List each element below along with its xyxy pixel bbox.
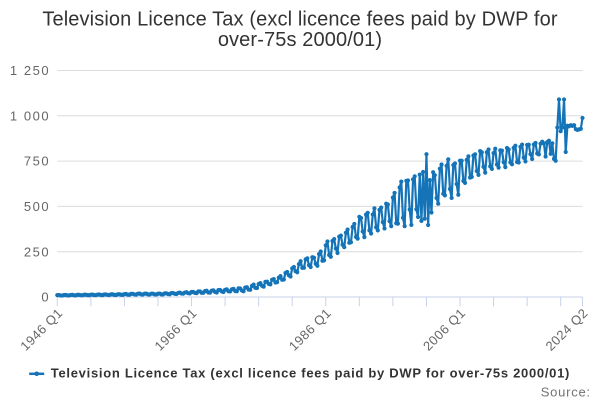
svg-text:500: 500 [24, 199, 50, 214]
svg-text:over-75s 2000/01): over-75s 2000/01) [218, 29, 382, 51]
svg-text:Television Licence Tax (excl l: Television Licence Tax (excl licence fee… [42, 9, 557, 31]
svg-text:1 250: 1 250 [10, 63, 50, 78]
svg-text:250: 250 [24, 244, 50, 259]
svg-text:Television Licence Tax (excl l: Television Licence Tax (excl licence fee… [51, 365, 570, 380]
svg-text:750: 750 [24, 154, 50, 169]
svg-text:1 000: 1 000 [10, 108, 50, 123]
svg-text:0: 0 [41, 290, 50, 305]
svg-text:Source:: Source: [541, 384, 591, 399]
